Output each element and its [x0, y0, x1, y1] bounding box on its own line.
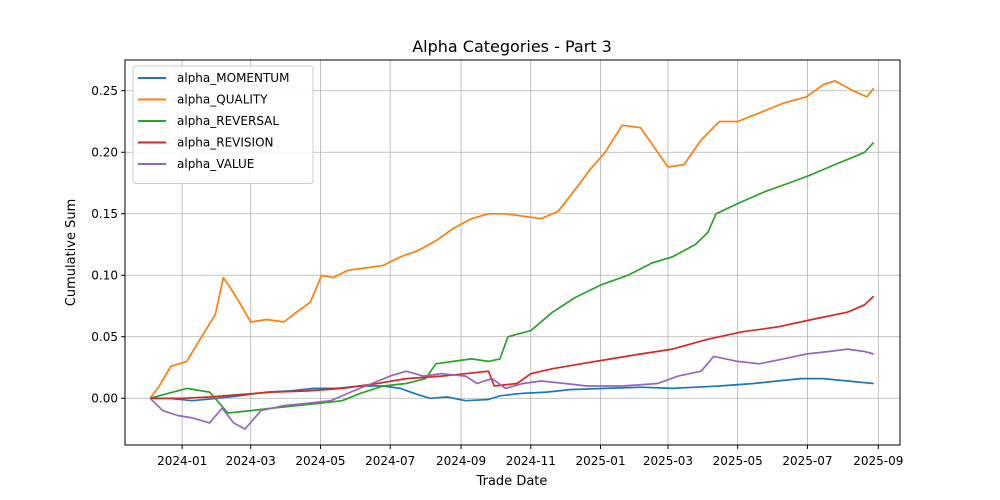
x-axis-title: Trade Date	[476, 474, 548, 489]
y-tick-label: 0.15	[91, 207, 118, 221]
legend-label: alpha_REVISION	[177, 136, 274, 150]
y-tick-label: 0.25	[91, 84, 118, 98]
x-tick-label: 2024-09	[436, 454, 486, 468]
x-tick-label: 2025-01	[575, 454, 625, 468]
x-tick-label: 2024-03	[226, 454, 276, 468]
plot-frame	[124, 59, 901, 446]
y-tick-label: 0.20	[91, 145, 118, 159]
legend-box	[132, 65, 314, 184]
x-tick-label: 2024-11	[506, 454, 556, 468]
x-tick-label: 2025-07	[782, 454, 832, 468]
series-line-alpha_REVISION	[150, 295, 875, 400]
legend: alpha_MOMENTUM alpha_QUALITY alpha_REVERSA…	[132, 65, 314, 184]
legend-label: alpha_QUALITY	[177, 93, 268, 107]
y-tick-label: 0.05	[91, 330, 118, 344]
y-tick-label: 0.10	[91, 268, 118, 282]
y-tick-label: 0.00	[91, 391, 118, 405]
x-tick-label: 2025-03	[643, 454, 693, 468]
legend-label: alpha_REVERSAL	[177, 114, 279, 128]
x-tick-label: 2025-05	[713, 454, 763, 468]
x-tick-label: 2025-09	[853, 454, 903, 468]
y-axis-title: Cumulative Sum	[64, 199, 79, 307]
chart-title: Alpha Categories - Part 3	[412, 37, 612, 56]
x-tick-label: 2024-05	[295, 454, 345, 468]
series-line-alpha_VALUE	[149, 348, 874, 430]
series-group	[149, 80, 875, 430]
x-tick-label: 2024-07	[365, 454, 415, 468]
legend-label: alpha_VALUE	[177, 157, 254, 171]
legend-label: alpha_MOMENTUM	[177, 71, 289, 85]
x-tick-label: 2024-01	[157, 454, 207, 468]
series-line-alpha_QUALITY	[149, 80, 875, 399]
series-line-alpha_MOMENTUM	[150, 377, 874, 402]
